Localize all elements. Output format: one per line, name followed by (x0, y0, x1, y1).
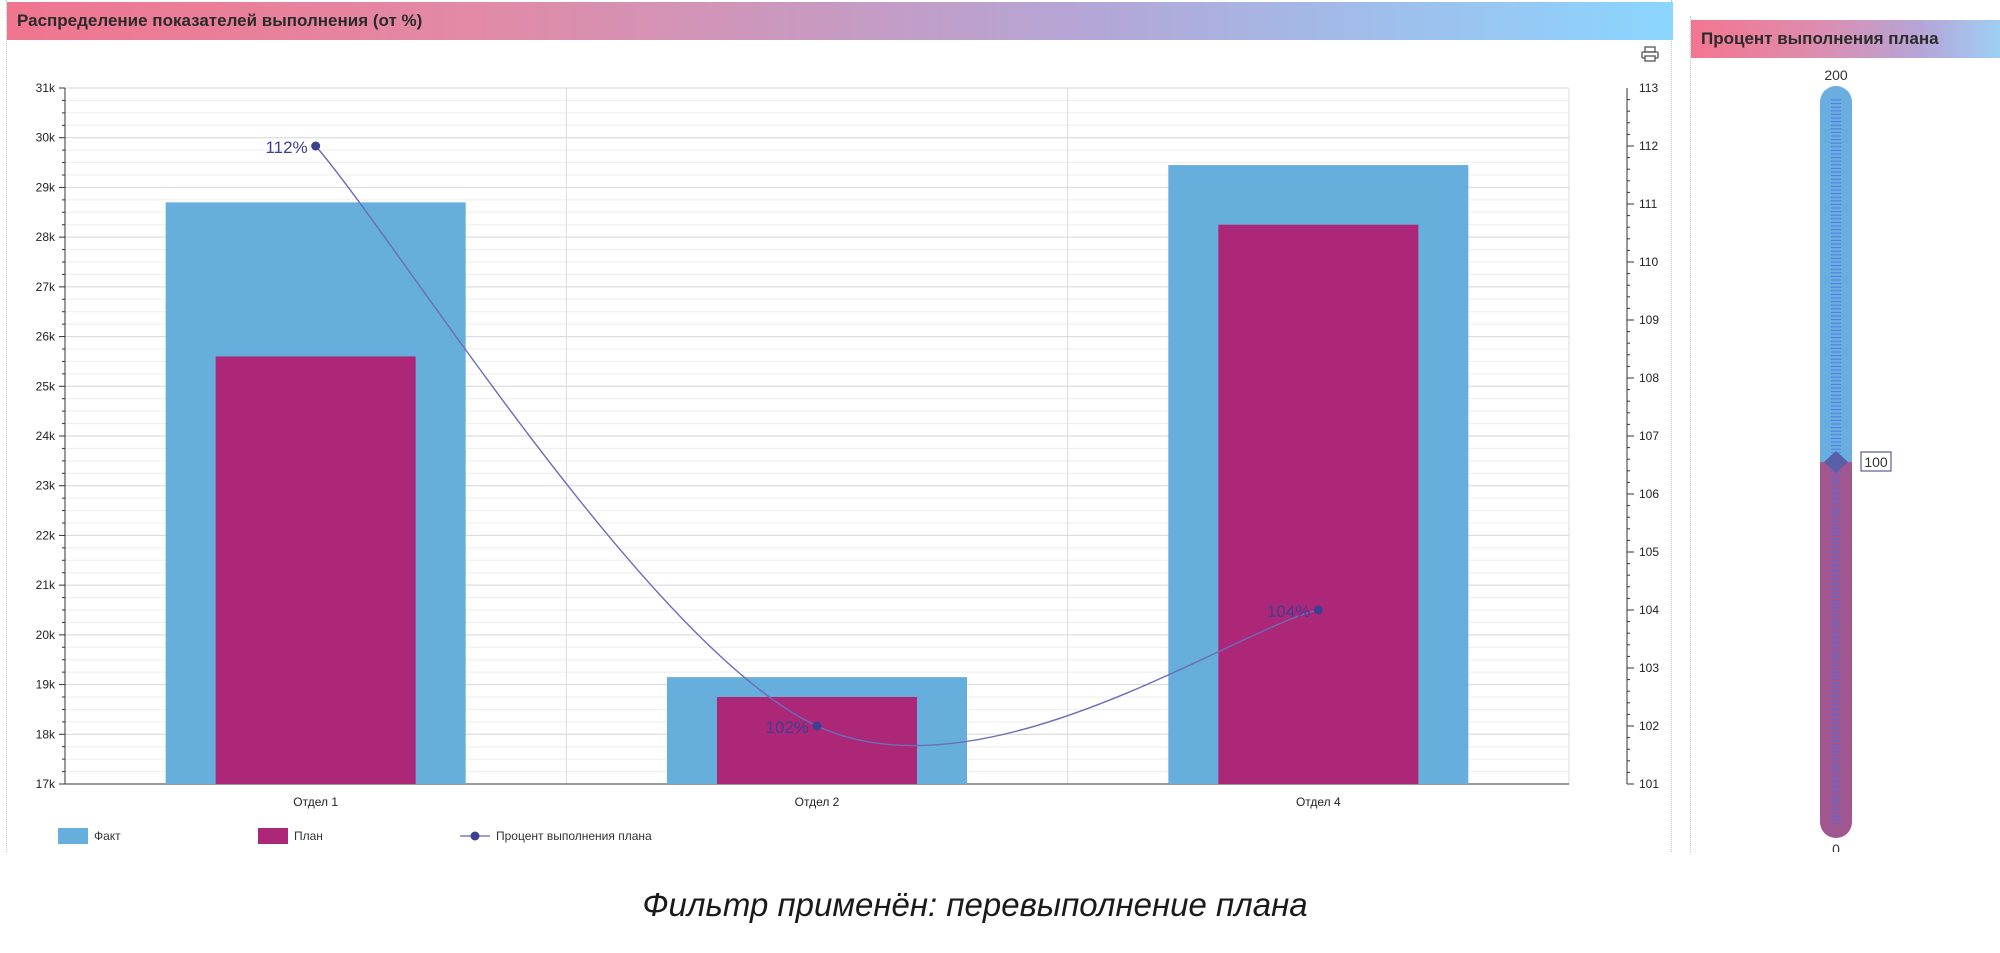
legend-item-plan[interactable]: План (258, 828, 460, 844)
x-tick-label: Отдел 2 (795, 795, 840, 809)
legend-label-plan: План (294, 829, 323, 843)
bar-plan (215, 356, 416, 784)
y-tick-label: 31k (36, 81, 56, 95)
gauge-panel: Процент выполнения плана 200 0 100 (1690, 16, 2000, 852)
chart-panel: Распределение показателей выполнения (от… (6, 0, 1673, 852)
linear-gauge: 200 0 100 (1820, 67, 1892, 852)
y2-tick-label: 111 (1639, 197, 1658, 211)
y-tick-label: 17k (36, 777, 56, 791)
filter-caption: Фильтр применён: перевыполнение плана (642, 886, 1308, 923)
chart-panel-title: Распределение показателей выполнения (от… (7, 2, 1673, 40)
gauge-upper-range (1820, 86, 1852, 462)
legend-item-percent[interactable]: Процент выполнения плана (460, 828, 652, 844)
y2-tick-label: 110 (1639, 255, 1658, 269)
bar-plan (1218, 224, 1419, 784)
y2-tick-label: 105 (1639, 545, 1659, 559)
y-tick-label: 18k (36, 727, 56, 741)
y-tick-label: 29k (36, 180, 56, 194)
y2-tick-label: 107 (1639, 429, 1659, 443)
y2-tick-label: 103 (1639, 661, 1659, 675)
gauge-value-marker (1824, 451, 1848, 473)
gauge-value-label: 100 (1864, 454, 1888, 470)
y-tick-label: 20k (36, 628, 56, 642)
y-tick-label: 26k (36, 330, 56, 344)
percent-data-label: 112% (265, 138, 307, 157)
gauge-value-box (1860, 451, 1892, 472)
y-tick-label: 27k (36, 280, 56, 294)
percent-data-label: 104% (1267, 602, 1310, 621)
legend-label-percent: Процент выполнения плана (496, 829, 652, 843)
gauge-max-label: 200 (1824, 67, 1848, 83)
y-tick-label: 21k (36, 578, 56, 592)
y-tick-label: 19k (36, 678, 56, 692)
y-tick-label: 22k (36, 528, 56, 542)
legend-swatch-fact (58, 828, 88, 844)
percent-data-label: 102% (766, 718, 809, 737)
legend-line-marker (460, 828, 490, 844)
y2-tick-label: 112 (1639, 139, 1658, 153)
y-tick-label: 28k (36, 230, 56, 244)
y-tick-label: 23k (36, 479, 56, 493)
bar-plan (717, 697, 917, 784)
percent-line (315, 145, 1319, 747)
gauge-lower-range (1820, 462, 1852, 838)
legend-swatch-plan (258, 828, 288, 844)
percent-point (311, 141, 321, 151)
x-tick-label: Отдел 1 (293, 795, 338, 809)
legend-item-fact[interactable]: Факт (58, 828, 258, 844)
gauge-min-label: 0 (1832, 841, 1840, 852)
y2-tick-label: 109 (1639, 313, 1659, 327)
y-tick-label: 25k (36, 379, 56, 393)
y2-tick-label: 101 (1639, 777, 1659, 791)
y2-tick-label: 106 (1639, 487, 1659, 501)
x-tick-label: Отдел 4 (1296, 795, 1341, 809)
gauge-panel-title: Процент выполнения плана (1691, 20, 2000, 58)
y2-tick-label: 102 (1639, 719, 1659, 733)
y2-tick-label: 104 (1639, 603, 1659, 617)
y2-tick-label: 108 (1639, 371, 1659, 385)
y-tick-label: 30k (36, 131, 56, 145)
legend-label-fact: Факт (94, 829, 121, 843)
percent-point (1313, 605, 1323, 615)
printer-icon[interactable] (1641, 46, 1659, 62)
combo-chart: 17k 18k 19k 20k 21k 22k 23k 24k 25k 26k 27k 28k 29k 3… (36, 81, 1660, 809)
y-tick-label: 24k (36, 429, 56, 443)
percent-point (812, 721, 822, 731)
chart-legend: Факт План Процент выполнения плана (58, 828, 652, 844)
y2-tick-label: 113 (1639, 81, 1658, 95)
